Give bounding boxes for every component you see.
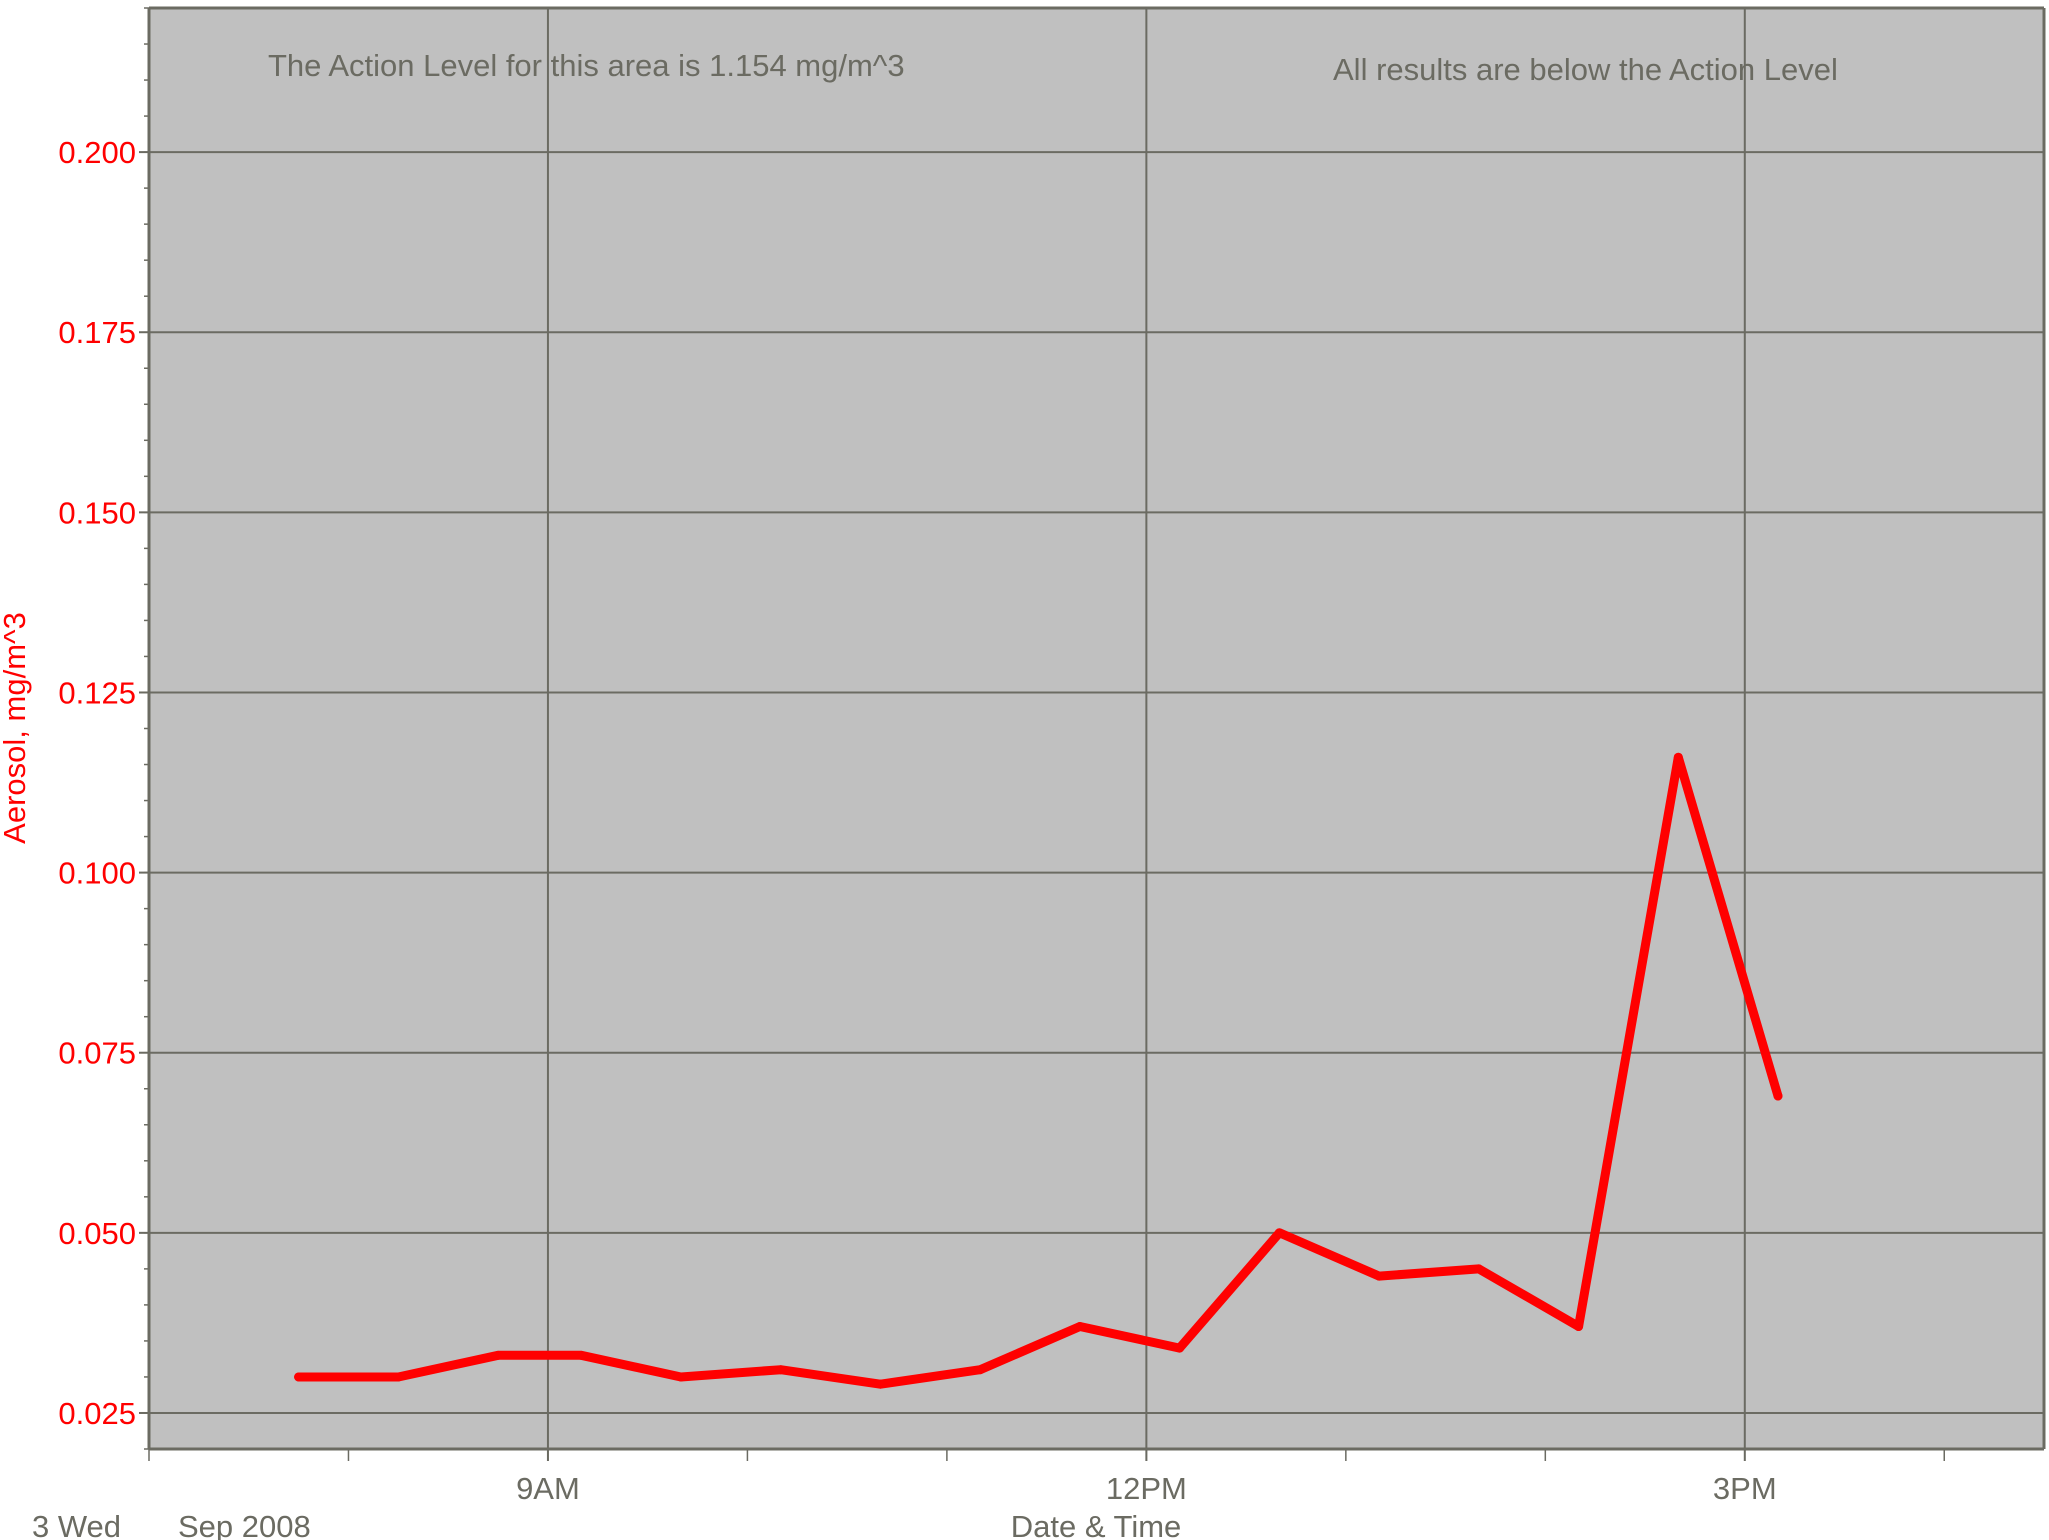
y-axis-label: Aerosol, mg/m^3 — [0, 612, 32, 844]
data-point — [875, 1379, 885, 1389]
data-point — [294, 1372, 304, 1382]
y-tick-label: 0.025 — [58, 1396, 136, 1431]
y-tick-label: 0.200 — [58, 135, 136, 170]
data-point — [1574, 1322, 1584, 1332]
data-point — [1773, 1091, 1783, 1101]
data-point — [393, 1372, 403, 1382]
y-tick-label: 0.075 — [58, 1036, 136, 1071]
x-tick-label: 12PM — [1106, 1471, 1187, 1506]
y-tick-label: 0.175 — [58, 315, 136, 350]
data-point — [1274, 1228, 1284, 1238]
data-point — [1175, 1343, 1185, 1353]
annotation-action-level: The Action Level for this area is 1.154 … — [268, 48, 905, 83]
data-point — [493, 1350, 503, 1360]
data-point — [776, 1365, 786, 1375]
y-tick-label: 0.050 — [58, 1216, 136, 1251]
x-tick-label: 9AM — [516, 1471, 580, 1506]
date-label-month: Sep 2008 — [178, 1509, 311, 1540]
series-layer — [294, 752, 1783, 1389]
data-point — [1075, 1322, 1085, 1332]
x-axis-label: Date & Time — [1011, 1509, 1182, 1540]
plot-background — [149, 8, 2044, 1449]
y-tick-labels: 0.025 0.050 0.075 0.100 0.125 0.150 0.175 0.200 — [58, 135, 136, 1431]
x-tick-label: 3PM — [1713, 1471, 1777, 1506]
date-label-day: 3 Wed — [32, 1509, 121, 1540]
data-point — [975, 1365, 985, 1375]
data-point — [1374, 1271, 1384, 1281]
x-tick-labels: 9AM 12PM 3PM — [516, 1471, 1777, 1506]
y-tick-label: 0.125 — [58, 675, 136, 710]
annotation-results: All results are below the Action Level — [1333, 52, 1838, 87]
data-point — [1673, 752, 1683, 762]
series-line-0 — [294, 752, 1783, 1389]
data-point — [1474, 1264, 1484, 1274]
y-tick-label: 0.100 — [58, 856, 136, 891]
grid-lines — [149, 8, 2044, 1461]
y-tick-label: 0.150 — [58, 495, 136, 530]
data-point — [676, 1372, 686, 1382]
data-point — [576, 1350, 586, 1360]
